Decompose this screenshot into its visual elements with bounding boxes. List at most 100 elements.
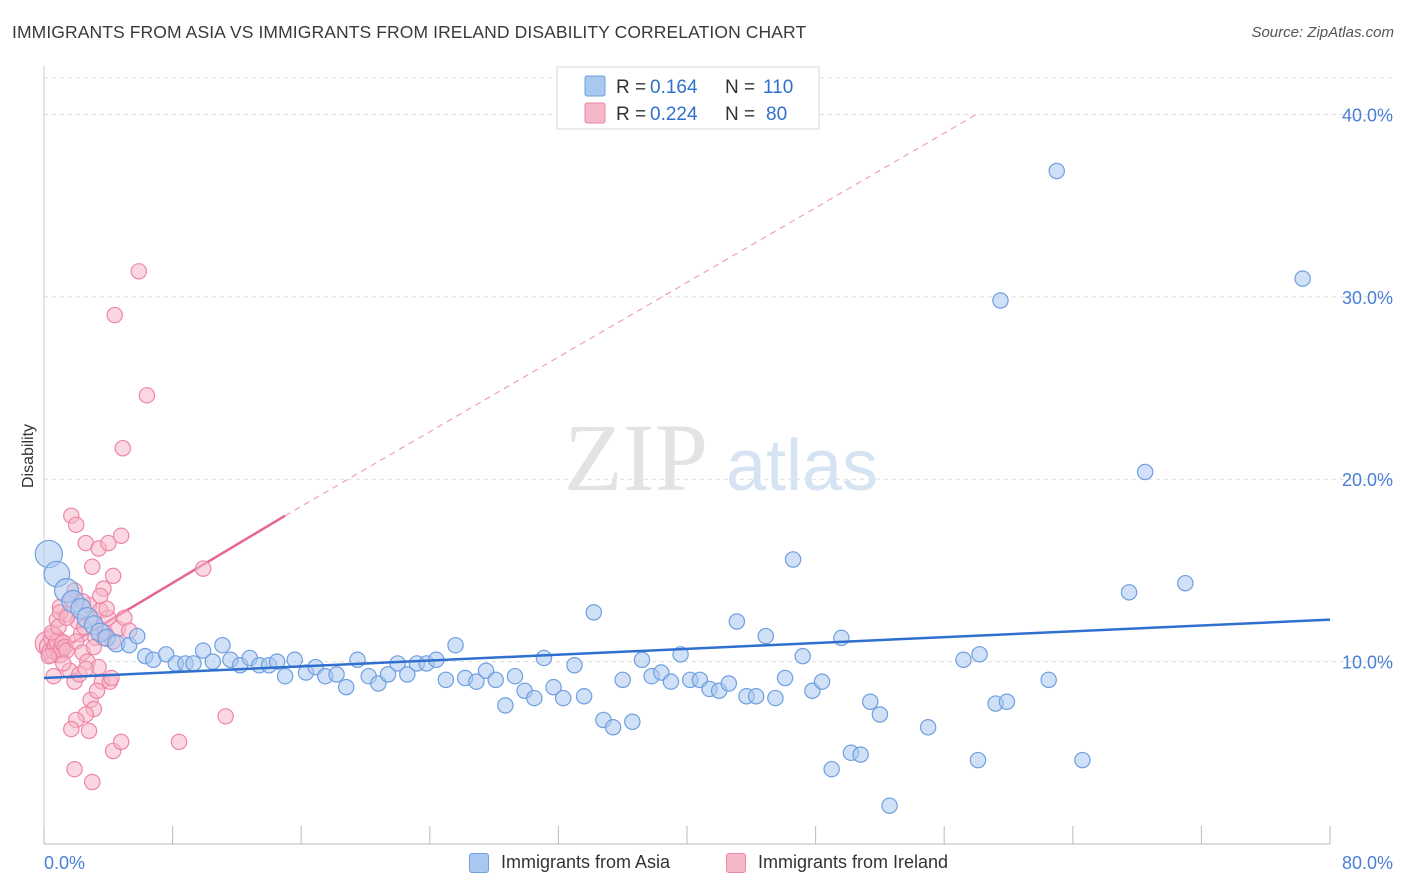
chart-title: IMMIGRANTS FROM ASIA VS IMMIGRANTS FROM … [12,22,807,42]
watermark: ZIP atlas [564,404,878,511]
point-asia [328,666,345,683]
point-ireland [77,660,95,678]
y-axis-title: Disability [20,424,37,488]
point-asia [1294,270,1311,287]
point-asia [919,719,937,736]
point-ireland [217,708,234,725]
point-asia [487,671,504,689]
point-asia [128,627,146,645]
point-ireland [63,720,80,738]
point-asia [633,651,651,669]
point-ireland [98,600,115,617]
watermark-zip: ZIP [564,404,708,511]
trend-ireland-dashed [284,113,977,517]
point-asia [881,797,898,814]
point-asia [998,693,1016,710]
point-asia [1136,463,1154,481]
ireland-swatch [584,102,606,124]
point-asia [286,651,304,669]
point-asia [720,675,738,692]
point-ireland [138,387,156,404]
point-asia [268,653,286,670]
legend-item-asia[interactable]: Immigrants from Asia [469,852,670,873]
series-legend: Immigrants from Asia Immigrants from Ire… [0,852,1406,878]
y-tick-label: 10.0% [1342,653,1393,673]
series-ireland-points [34,263,234,791]
point-ireland [55,655,72,672]
asia-r-value: 0.164 [650,77,698,98]
point-ireland [112,527,130,545]
asia-swatch [584,75,606,97]
point-ireland [106,306,123,324]
point-ireland [103,669,120,687]
point-asia [757,627,775,645]
point-asia [399,666,416,683]
point-asia [852,746,869,763]
trend-line-ireland [43,113,977,661]
point-asia [614,671,631,689]
point-asia [468,673,485,690]
grid-lines [44,77,1392,663]
point-ireland [88,682,106,700]
legend-item-ireland[interactable]: Immigrants from Ireland [726,852,948,873]
axes [43,66,1331,845]
point-asia [776,669,794,687]
point-asia [535,649,553,667]
point-asia [624,713,641,731]
point-ireland [83,773,101,791]
point-asia [1177,574,1194,592]
trend-line-asia [43,618,1331,680]
point-asia [662,673,680,690]
legend-label-ireland: Immigrants from Ireland [758,852,949,872]
point-asia [185,655,202,672]
point-asia [447,636,464,654]
x-tick-label: 0.0% [44,853,85,873]
legend-swatch-asia [469,852,489,873]
point-asia [276,667,294,685]
point-asia [379,666,397,683]
point-ireland [104,567,122,585]
point-asia [969,751,987,769]
y-tick-label: 40.0% [1342,105,1393,125]
legend-swatch-ireland [726,852,746,873]
point-ireland [67,516,85,534]
tick-labels: 10.0% 20.0% 30.0% 40.0% 0.0% 80.0% [44,105,1393,873]
point-ireland [100,534,117,552]
point-asia [784,551,802,568]
point-ireland [66,760,83,778]
point-asia [992,292,1009,309]
point-asia [871,706,889,723]
point-asia [747,688,765,705]
legend-label-asia: Immigrants from Asia [501,852,671,872]
point-asia [194,642,212,659]
point-ireland [80,722,98,740]
point-ireland [194,560,212,577]
ireland-r-value: 0.224 [650,104,698,125]
ireland-n-label: N = [725,104,755,125]
point-ireland [170,733,188,751]
point-asia [337,678,355,696]
point-ireland [40,647,58,665]
point-ireland [114,439,132,457]
point-asia [526,689,543,707]
ireland-r-label: R = [616,104,646,125]
point-asia [214,636,231,654]
point-asia [497,697,514,714]
point-asia [813,673,831,690]
point-asia [794,647,811,665]
asia-n-value: 110 [763,77,793,98]
point-asia [566,657,583,674]
ireland-n-value: 80 [766,104,787,125]
point-asia [1040,671,1057,689]
point-asia [1048,162,1065,180]
point-asia [545,678,562,696]
point-asia [585,604,603,621]
point-asia [767,689,784,707]
point-asia [1074,751,1091,769]
point-asia [862,693,879,710]
point-asia [437,671,455,689]
point-asia [604,719,622,736]
point-asia [955,651,972,669]
point-asia [506,667,524,685]
